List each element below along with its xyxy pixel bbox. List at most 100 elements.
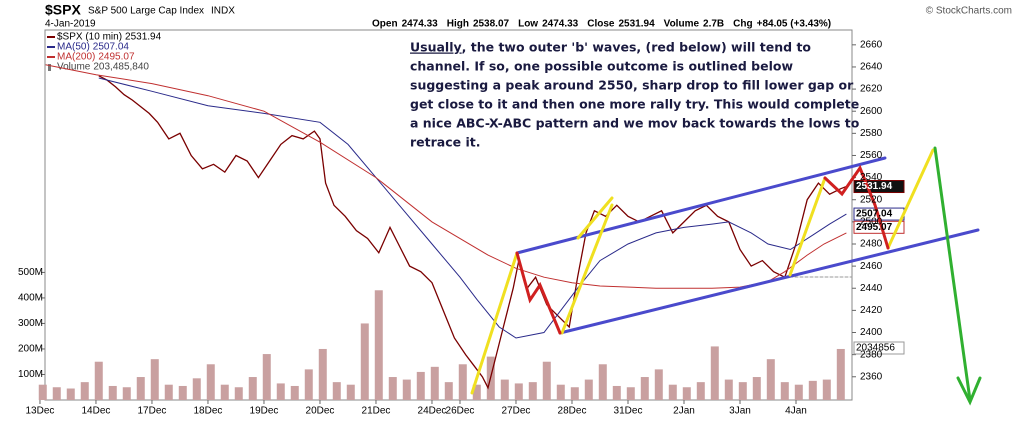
volume-bar — [388, 377, 397, 400]
volume-bar — [542, 361, 551, 400]
wave-yellow — [886, 148, 935, 250]
x-tick-label: 4Jan — [785, 406, 807, 417]
wave-red — [515, 251, 562, 335]
volume-bar — [682, 387, 691, 400]
volume-bar — [136, 377, 145, 400]
volume-bar — [598, 364, 607, 400]
volume-bar — [318, 348, 327, 400]
volume-bar — [80, 382, 89, 400]
quote-name: Volume — [664, 19, 700, 30]
quote: Open 2474.33 High 2538.07 Low 2474.33 Close 253… — [372, 19, 831, 30]
quote-name: Chg — [733, 19, 752, 30]
volume-bar — [458, 364, 467, 400]
volume-bar — [192, 378, 201, 400]
volume-bar — [248, 377, 257, 400]
volume-bar — [430, 366, 439, 400]
y2-tick-label: 500M — [18, 267, 43, 278]
volume-bar — [514, 383, 523, 400]
volume-bar — [766, 359, 775, 400]
volume-bar — [52, 387, 61, 400]
price-line — [98, 75, 847, 390]
volume-bar — [66, 388, 75, 400]
y-tick-label: 2440 — [860, 283, 883, 294]
chart-subtitle: S&P 500 Large Cap Index — [88, 6, 204, 17]
x-tick-label: 3Jan — [729, 406, 751, 417]
channel-lower — [558, 228, 980, 335]
quote-value: 2474.33 — [542, 19, 579, 30]
x-tick-label: 14Dec — [82, 406, 111, 417]
volume-bar — [108, 385, 117, 400]
volume-bar — [570, 387, 579, 400]
quote-value: +84.05 (+3.43%) — [757, 19, 832, 30]
quote-value: 2538.07 — [473, 19, 510, 30]
volume-bar — [710, 346, 719, 400]
x-tick-label: 18Dec — [194, 406, 223, 417]
volume-bar — [612, 385, 621, 400]
y-tick-label: 2400 — [860, 327, 883, 338]
channel-upper — [515, 156, 887, 255]
end-label: 2495.07 — [856, 222, 893, 233]
y2-tick-label: 400M — [18, 293, 43, 304]
arrow-green — [933, 146, 972, 402]
annotation-line: retrace it. — [410, 135, 480, 150]
volume-bar — [808, 380, 817, 400]
volume-bar — [836, 348, 845, 400]
volume-bar — [276, 383, 285, 400]
volume-bar — [178, 385, 187, 400]
marks — [38, 44, 905, 404]
wave-yellow — [788, 176, 827, 277]
volume-bar — [738, 382, 747, 400]
annotation-line: get close to it and then one more rally … — [410, 97, 859, 112]
wave-yellow — [576, 196, 614, 240]
volume-bar — [402, 379, 411, 400]
volume-bar — [262, 354, 271, 400]
annotation-line: channel. If so, one possible outcome is … — [410, 59, 793, 74]
quote-name: High — [447, 19, 469, 30]
price-line — [45, 64, 847, 289]
volume-bar — [234, 387, 243, 400]
date: 4-Jan-2019 — [45, 19, 96, 30]
volume-bar — [164, 384, 173, 400]
volume-bar — [640, 377, 649, 400]
volume-bar — [416, 371, 425, 400]
y-tick-label: 2520 — [860, 194, 883, 205]
y2-tick-label: 300M — [18, 318, 43, 329]
x-tick-label: 17Dec — [138, 406, 167, 417]
volume-bar — [290, 385, 299, 400]
y-tick-label: 2580 — [860, 128, 883, 139]
annotation-line: suggesting a peak around 2550, sharp dro… — [410, 78, 854, 93]
annotation-lead: Usually — [410, 40, 462, 55]
legend-name: $SPX (10 min) — [57, 32, 122, 43]
annotations — [470, 146, 982, 406]
volume-bar — [150, 359, 159, 400]
quote-name: Close — [587, 19, 615, 30]
x-tick-label: 24Dec — [418, 406, 447, 417]
volume-bar — [374, 290, 383, 400]
end-label-box — [853, 341, 905, 355]
y-tick-label: 2380 — [860, 349, 883, 360]
arrow-head — [956, 376, 982, 406]
y-tick-label: 2500 — [860, 217, 883, 228]
volume-bar — [472, 384, 481, 400]
wave-red — [823, 164, 890, 250]
source: © StockCharts.com — [926, 6, 1012, 17]
x-tick-label: 31Dec — [614, 406, 643, 417]
quote-name: Open — [372, 19, 398, 30]
y-tick-label: 2660 — [860, 39, 883, 50]
y-tick-label: 2560 — [860, 150, 883, 161]
volume-bar — [724, 379, 733, 400]
quote-name: Low — [518, 19, 538, 30]
volume-bar — [360, 323, 369, 400]
chart-title: $SPX — [45, 2, 81, 18]
volume-bar — [220, 384, 229, 400]
y-tick-label: 2420 — [860, 305, 883, 316]
volume-bar — [304, 369, 313, 400]
wave-yellow — [560, 203, 614, 335]
volume-bar — [346, 384, 355, 400]
volume-bar — [38, 384, 47, 400]
y-tick-label: 2480 — [860, 239, 883, 250]
legend-value: 2495.07 — [98, 52, 135, 63]
y2-tick-label: 200M — [18, 344, 43, 355]
legend-value: 2531.94 — [125, 32, 162, 43]
